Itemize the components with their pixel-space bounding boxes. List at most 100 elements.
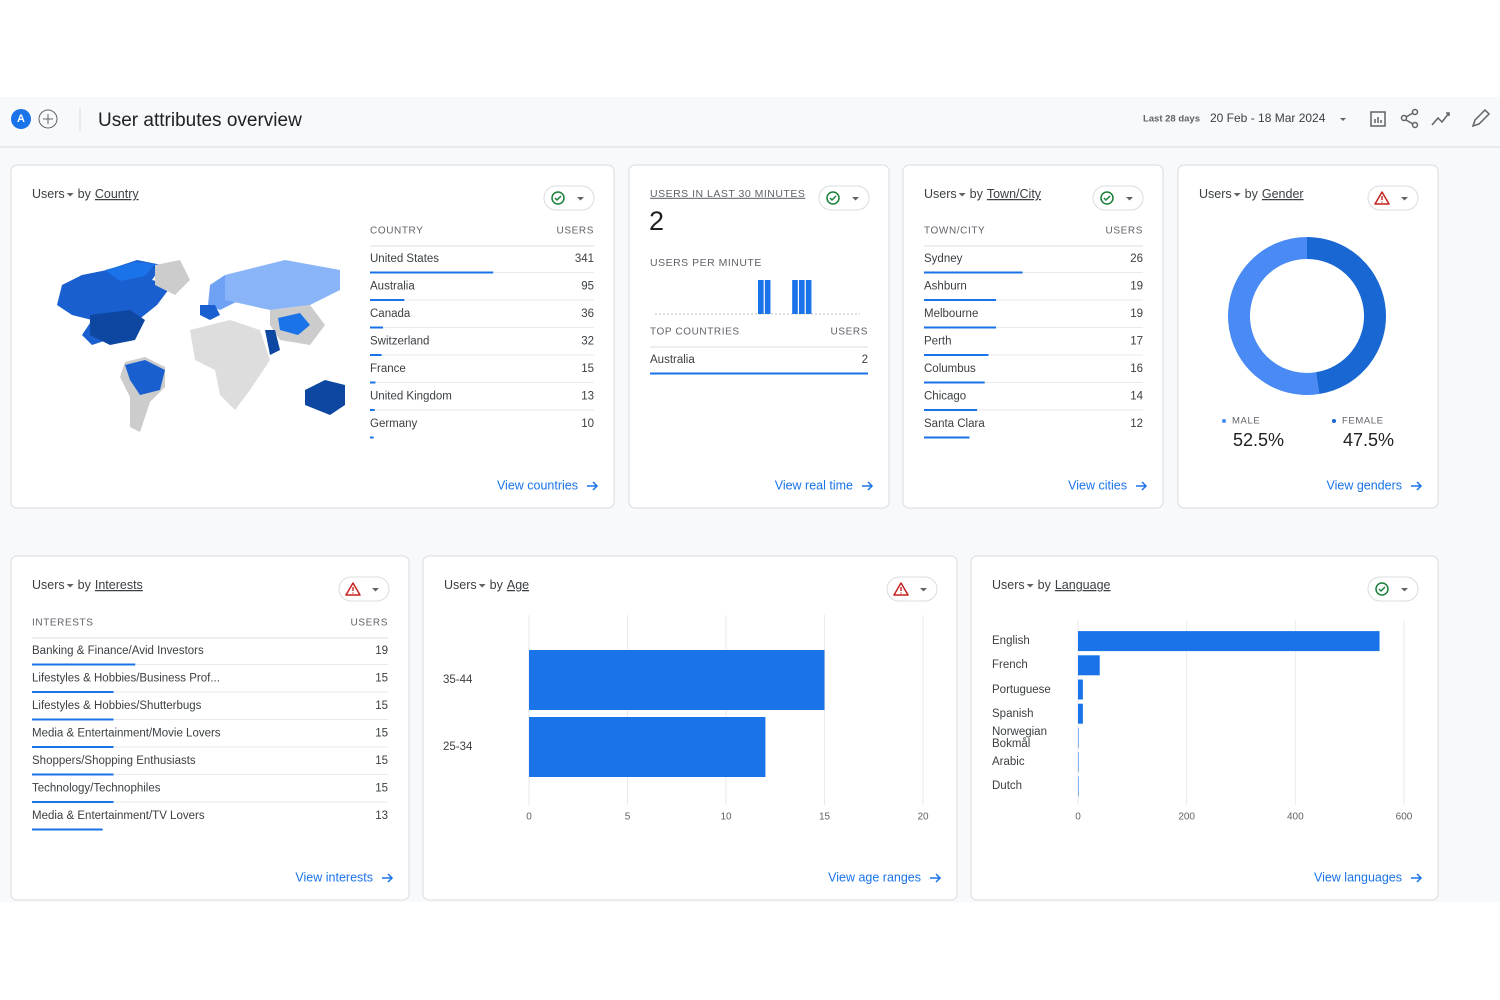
- status-warning-icon: [1374, 191, 1390, 205]
- status-button[interactable]: [818, 185, 870, 211]
- header-bar: [0, 97, 1500, 147]
- x-tick-label: 20: [917, 812, 929, 823]
- column-header: COUNTRY: [370, 226, 423, 237]
- status-caret: [852, 197, 859, 201]
- card-title: Users by Age: [444, 578, 529, 592]
- card-link[interactable]: View age ranges: [828, 870, 921, 884]
- metric-selector[interactable]: Users: [1199, 187, 1232, 201]
- metric-caret: [1026, 584, 1034, 588]
- category-label: French: [992, 659, 1028, 672]
- link-arrow: [1136, 481, 1148, 491]
- card-link[interactable]: View real time: [775, 478, 853, 492]
- row-bar: [924, 436, 970, 439]
- row-bar: [650, 372, 868, 375]
- dimension: Age: [507, 578, 529, 592]
- status-ok-icon: [826, 191, 840, 205]
- avatar[interactable]: [11, 109, 31, 129]
- category-label: Dutch: [992, 780, 1023, 793]
- card-title: Users by Interests: [32, 578, 143, 592]
- status-pill: [338, 576, 390, 602]
- status-button[interactable]: [1367, 185, 1419, 211]
- row-value: 17: [1130, 336, 1143, 348]
- status-caret: [577, 197, 584, 201]
- donut-slice: [1306, 237, 1386, 395]
- status-warning-icon: [893, 582, 909, 596]
- row-bar: [32, 801, 114, 803]
- row-bar: [32, 746, 114, 748]
- row-value: 15: [375, 728, 388, 740]
- column-header: USERS: [557, 226, 594, 237]
- row-bar: [32, 828, 103, 831]
- legend-dot: [1332, 419, 1336, 423]
- row-label: Switzerland: [370, 336, 429, 348]
- title-by: by: [78, 187, 92, 201]
- range-caret[interactable]: [1340, 118, 1346, 121]
- row-label: Lifestyles & Hobbies/Business Prof...: [32, 673, 220, 685]
- row-value: 32: [581, 336, 594, 348]
- row-label: Santa Clara: [924, 418, 985, 430]
- row-label: Australia: [370, 281, 415, 293]
- row-label: Media & Entertainment/Movie Lovers: [32, 728, 221, 740]
- status-warning-icon: [345, 582, 361, 596]
- row-label: Canada: [370, 308, 411, 320]
- row-bar: [370, 299, 405, 301]
- status-button[interactable]: [543, 185, 595, 211]
- card-link[interactable]: View interests: [295, 870, 373, 884]
- column-header: USERS: [831, 327, 868, 338]
- metric-caret: [66, 193, 74, 197]
- share[interactable]: [1400, 108, 1419, 129]
- donut-slice: [1228, 237, 1320, 395]
- row-value: 14: [1130, 391, 1143, 403]
- column-header: USERS: [1106, 226, 1143, 237]
- row-value: 15: [375, 755, 388, 767]
- status-button[interactable]: [338, 576, 390, 602]
- bar: [529, 650, 825, 710]
- minute-bar: [799, 280, 805, 314]
- bar: [1078, 631, 1380, 652]
- row-value: 15: [375, 700, 388, 712]
- minute-bar: [805, 280, 812, 314]
- status-button[interactable]: [886, 576, 938, 602]
- link-arrow: [382, 873, 394, 883]
- date-range[interactable]: 20 Feb - 18 Mar 2024: [1210, 111, 1326, 125]
- card-link[interactable]: View countries: [497, 478, 578, 492]
- metric-selector[interactable]: Users: [924, 187, 957, 201]
- link-arrow: [1411, 873, 1423, 883]
- row-bar: [924, 271, 1023, 274]
- edit[interactable]: [1471, 108, 1491, 128]
- row-label: Perth: [924, 336, 952, 348]
- dimension: Town/City: [987, 187, 1042, 201]
- row-value: 2: [862, 354, 868, 366]
- bar: [1078, 679, 1083, 700]
- metric-selector[interactable]: Users: [444, 578, 477, 592]
- add-comparison[interactable]: [38, 109, 58, 129]
- row-value: 16: [1130, 363, 1143, 375]
- link-arrow: [587, 481, 599, 491]
- metric-selector[interactable]: Users: [32, 187, 65, 201]
- metric-selector[interactable]: Users: [992, 578, 1025, 592]
- bar: [1078, 776, 1079, 797]
- card-link[interactable]: View cities: [1068, 478, 1127, 492]
- column-header: TOWN/CITY: [924, 226, 985, 237]
- row-value: 95: [581, 281, 594, 293]
- status-caret: [920, 588, 927, 592]
- row-value: 36: [581, 308, 594, 320]
- row-label: Sydney: [924, 253, 963, 265]
- card-link[interactable]: View genders: [1326, 478, 1402, 492]
- status-button[interactable]: [1367, 576, 1419, 602]
- status-button[interactable]: [1092, 185, 1144, 211]
- minute-bar: [792, 280, 798, 314]
- customize-report[interactable]: [1370, 111, 1386, 127]
- x-tick-label: 0: [1075, 812, 1081, 823]
- card-link[interactable]: View languages: [1314, 870, 1402, 884]
- card: [902, 164, 1164, 509]
- metric-selector[interactable]: Users: [32, 578, 65, 592]
- row-value: 19: [1130, 281, 1143, 293]
- page-title: User attributes overview: [98, 110, 302, 131]
- row-value: 10: [581, 418, 594, 430]
- status-caret: [1401, 588, 1408, 592]
- status-check: [554, 195, 562, 202]
- insights[interactable]: [1431, 112, 1450, 126]
- row-bar: [32, 773, 114, 776]
- per-minute-label: USERS PER MINUTE: [650, 257, 762, 269]
